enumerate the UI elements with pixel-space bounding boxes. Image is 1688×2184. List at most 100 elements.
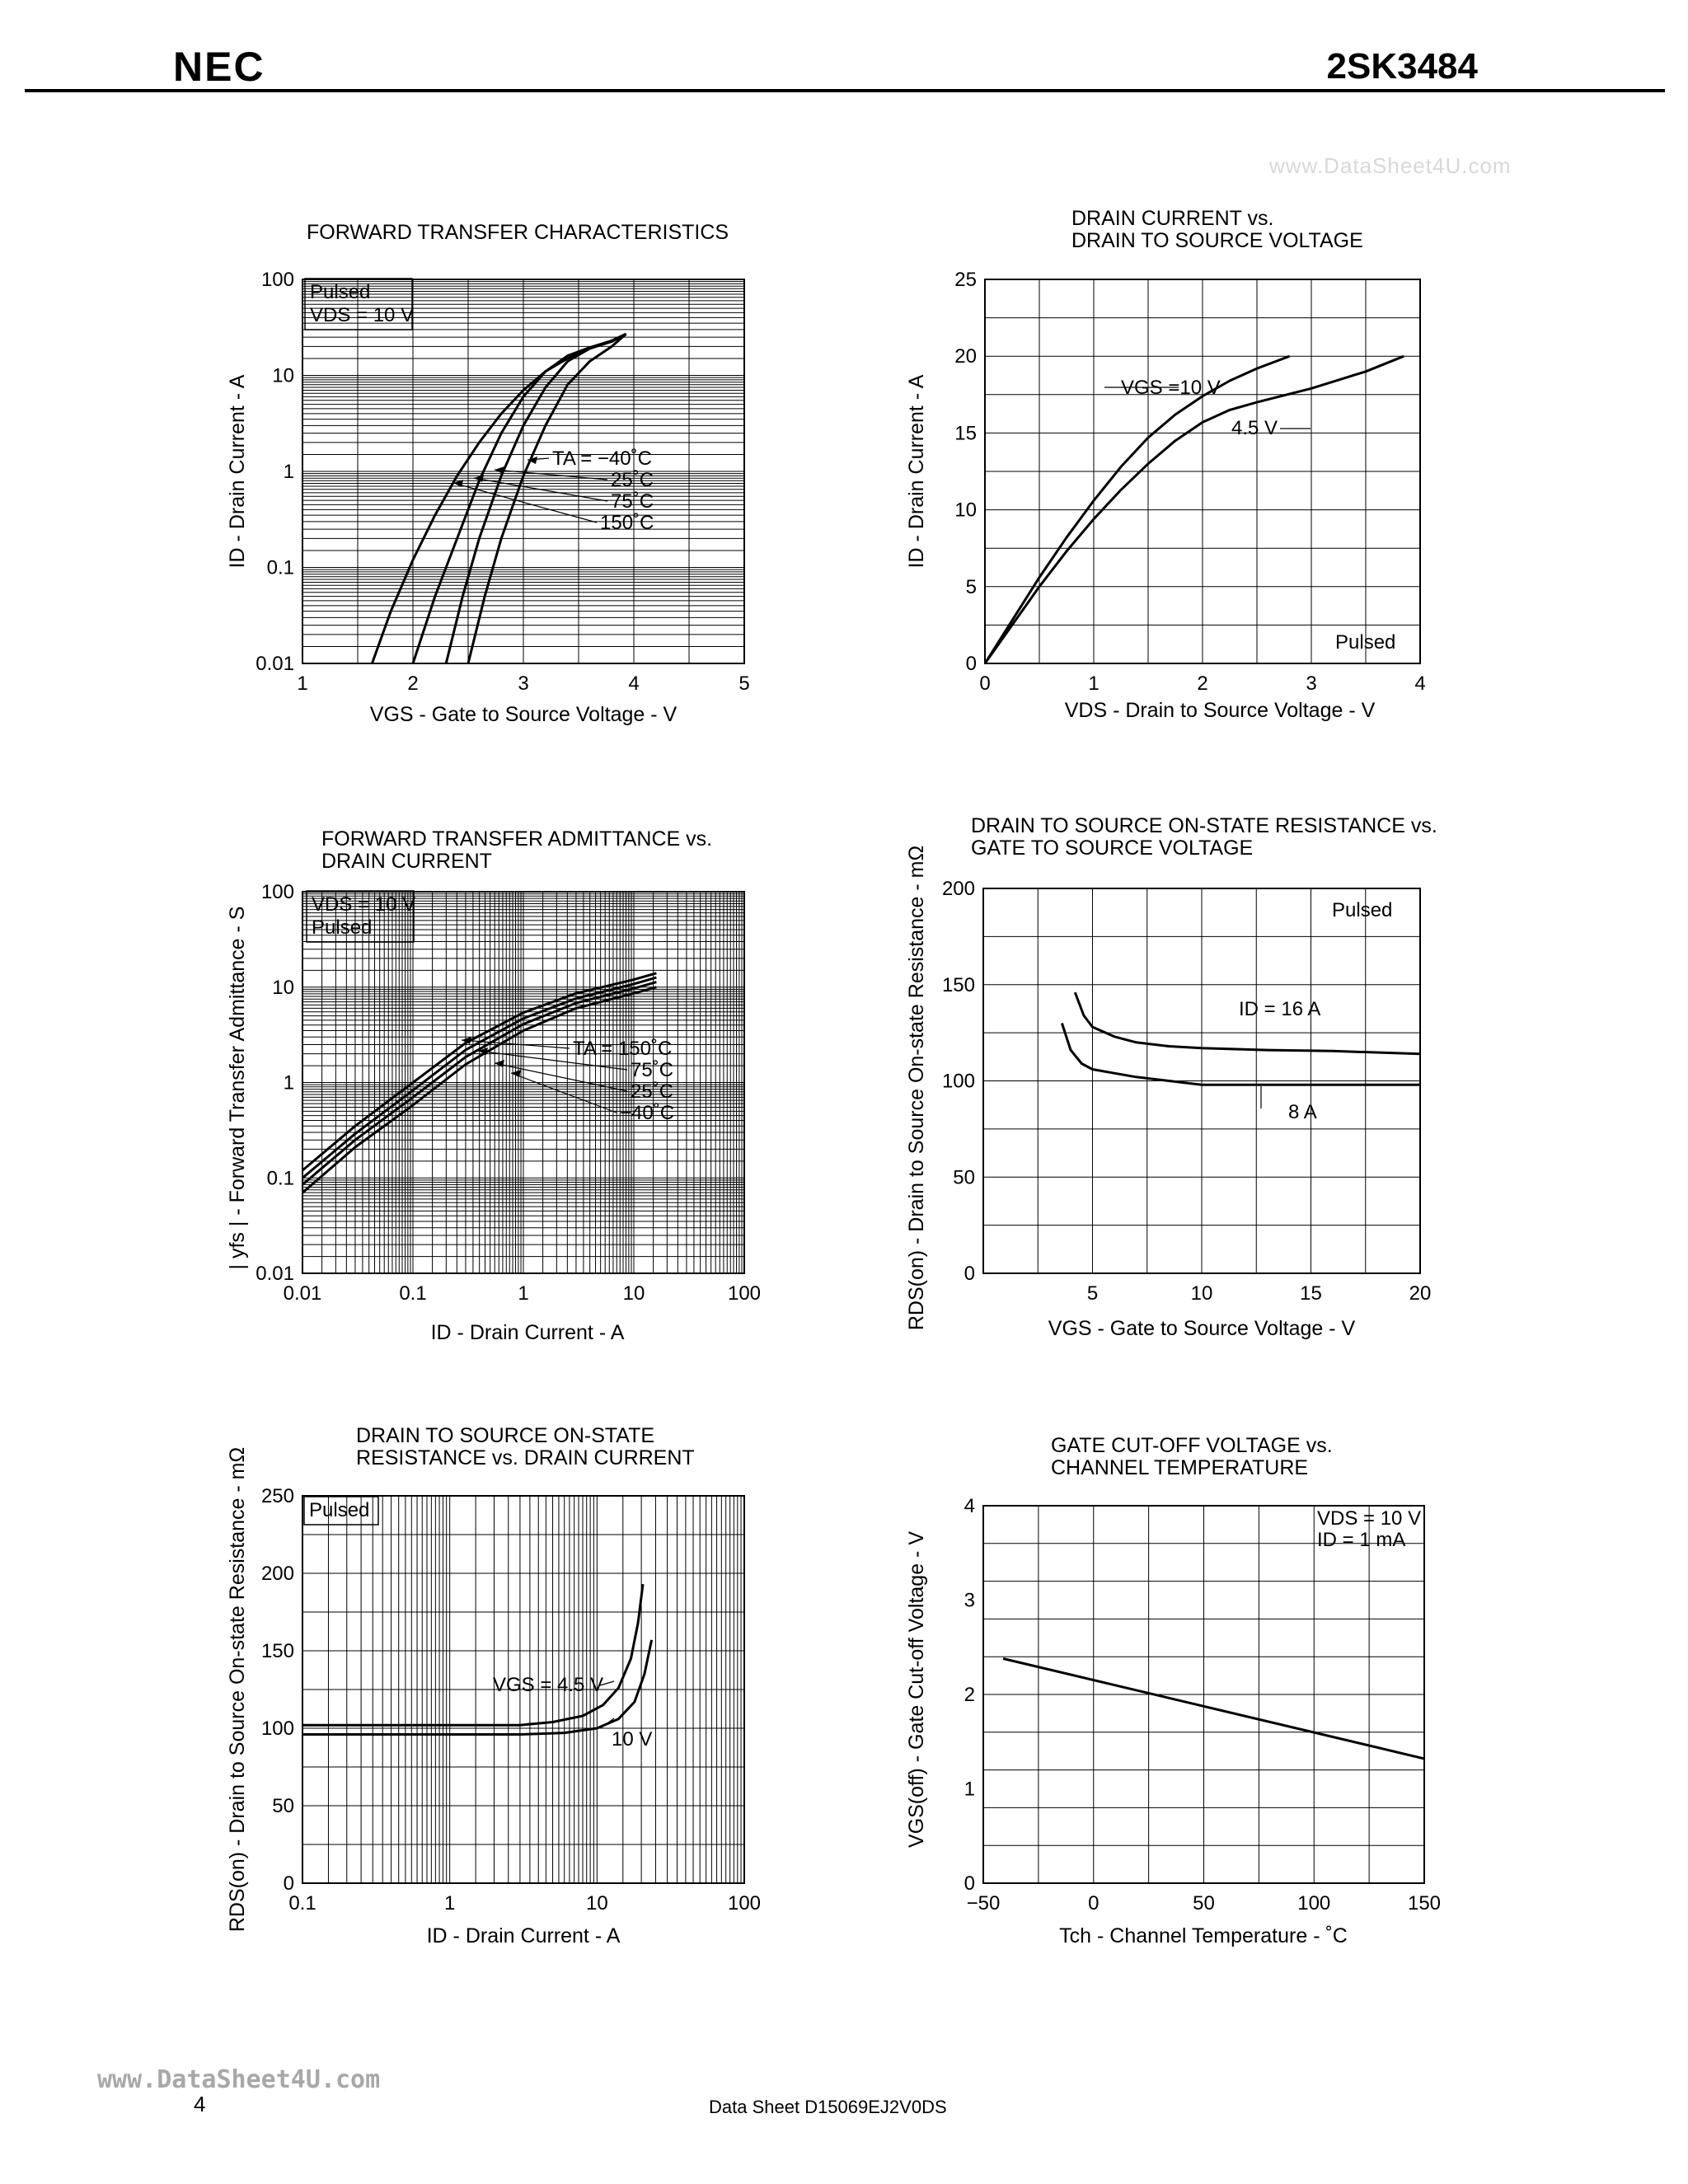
series-line	[983, 354, 1404, 664]
chart-id_vds: 0 1 2 3 4 0 5 10 15 20 25 DRAIN CURRENT vs.DRAIN TO…	[905, 207, 1426, 722]
gridlines	[302, 1495, 744, 1884]
legend-leader	[510, 1072, 617, 1113]
x-tick-label: 15	[1300, 1282, 1322, 1305]
note-box	[306, 890, 415, 943]
legend-arrow	[495, 1060, 504, 1067]
plot-frame	[982, 1505, 1425, 1884]
legend-arrow	[474, 475, 484, 482]
part-number: 2SK3484	[1326, 46, 1478, 87]
chart-fwd_transfer: 1 2 3 4 5 0.01 0.1 1 10 100 FORWARD TRANSFER CHARA…	[226, 221, 750, 726]
gridlines	[984, 279, 1421, 664]
y-tick-label: 1	[964, 1779, 975, 1801]
x-tick-label: 10	[1191, 1282, 1213, 1305]
x-tick-label: 10	[623, 1282, 645, 1305]
y-tick-label: 0.01	[256, 653, 294, 675]
x-tick-label: 100	[1297, 1892, 1330, 1915]
y-tick-label: 0	[964, 1263, 975, 1285]
chart-note: VDS = 10 V	[310, 304, 414, 326]
y-tick-label: 50	[953, 1166, 975, 1188]
chart-yfs_id: 0.01 0.1 1 10 100 0.01 0.1 1 10 100 FORWARD TRANSF…	[226, 827, 761, 1344]
gridlines	[302, 279, 745, 664]
y-tick-label: 1	[284, 461, 294, 483]
footer-doc-id: Data Sheet D15069EJ2V0DS	[709, 2097, 947, 2117]
chart-note: Pulsed	[312, 916, 372, 939]
legend-leader	[461, 1039, 570, 1049]
y-tick-label: 0.1	[267, 557, 294, 579]
x-axis-label: ID - Drain Current - A	[431, 1321, 625, 1344]
legend-arrow	[511, 1070, 521, 1077]
y-tick-label: 20	[954, 345, 977, 368]
series-line	[370, 332, 627, 664]
chart-title: RESISTANCE vs. DRAIN CURRENT	[356, 1446, 695, 1469]
legend-label: ID = 16 A	[1239, 998, 1320, 1020]
x-tick-label: 0.01	[284, 1282, 322, 1305]
series-line	[302, 976, 657, 1179]
legend-arrow	[528, 457, 537, 464]
x-axis-label: VDS - Drain to Source Voltage - V	[1065, 699, 1376, 722]
x-tick-label: 0	[979, 673, 990, 695]
y-tick-label: 0	[966, 653, 977, 675]
legend-leader	[494, 1062, 628, 1092]
y-tick-label: 0.01	[256, 1263, 294, 1285]
x-tick-label: 1	[518, 1282, 528, 1305]
legend-label: 75˚C	[611, 490, 654, 513]
series-line	[983, 354, 1291, 664]
series-line	[467, 333, 627, 664]
legend-arrow	[478, 1047, 488, 1055]
x-tick-label: 50	[1193, 1892, 1215, 1915]
x-tick-label: 2	[407, 673, 418, 695]
chart-title: GATE TO SOURCE VOLTAGE	[971, 837, 1253, 860]
chart-title: GATE CUT-OFF VOLTAGE vs.	[1051, 1434, 1333, 1457]
x-tick-label: 20	[1409, 1282, 1432, 1305]
legend-arrow	[453, 480, 463, 487]
series-line	[1073, 991, 1421, 1056]
chart-title: DRAIN TO SOURCE ON-STATE	[356, 1424, 654, 1447]
x-tick-label: 100	[728, 1282, 761, 1305]
gridlines	[982, 888, 1421, 1274]
x-tick-label: 5	[1087, 1282, 1098, 1305]
series-line	[1060, 1023, 1420, 1086]
x-tick-label: 0	[1088, 1892, 1099, 1915]
y-tick-label: 25	[954, 269, 977, 291]
plot-frame	[982, 888, 1421, 1274]
chart-note: Pulsed	[309, 1499, 369, 1521]
y-tick-label: 10	[954, 499, 977, 522]
y-tick-label: 100	[261, 269, 294, 291]
x-tick-label: 2	[1197, 673, 1207, 695]
y-tick-label: 0	[964, 1872, 975, 1895]
x-tick-label: 0.1	[399, 1282, 426, 1305]
y-tick-label: 100	[261, 1718, 294, 1740]
series-line	[302, 981, 657, 1186]
legend-leader	[473, 477, 608, 502]
legend-label: 75˚C	[631, 1059, 673, 1081]
x-tick-label: 4	[628, 673, 639, 695]
y-tick-label: 10	[272, 977, 294, 999]
series-line	[1002, 1657, 1425, 1760]
y-axis-label: VGS(off) - Gate Cut-off Voltage - V	[905, 1531, 928, 1848]
legend-label: VGS = 4.5 V	[493, 1674, 603, 1696]
legend-leader	[452, 482, 598, 523]
x-axis-label: VGS - Gate to Source Voltage - V	[1048, 1317, 1356, 1340]
legend-label: 25˚C	[611, 469, 654, 491]
chart-note: VDS = 10 V	[1317, 1507, 1421, 1530]
y-tick-label: 200	[942, 878, 975, 900]
legend-label: TA = 150˚C	[573, 1038, 672, 1060]
plot-frame	[302, 279, 745, 664]
legend-label: 4.5 V	[1231, 417, 1278, 439]
chart-note: Pulsed	[1335, 631, 1395, 654]
y-axis-label: | yfs | - Forward Transfer Admittance - …	[226, 907, 249, 1270]
y-tick-label: 150	[261, 1640, 294, 1662]
x-tick-label: 150	[1408, 1892, 1441, 1915]
header-rule	[25, 89, 1665, 92]
y-tick-label: 15	[954, 422, 977, 444]
y-tick-label: 4	[964, 1495, 975, 1517]
legend-arrow	[495, 466, 504, 474]
chart-title: DRAIN CURRENT vs.	[1071, 207, 1273, 230]
chart-note: ID = 1 mA	[1317, 1529, 1405, 1551]
y-tick-label: 200	[261, 1563, 294, 1585]
y-axis-label: ID - Drain Current - A	[905, 374, 928, 568]
legend-leader	[599, 1680, 615, 1686]
chart-note: VDS = 10 V	[312, 893, 415, 916]
